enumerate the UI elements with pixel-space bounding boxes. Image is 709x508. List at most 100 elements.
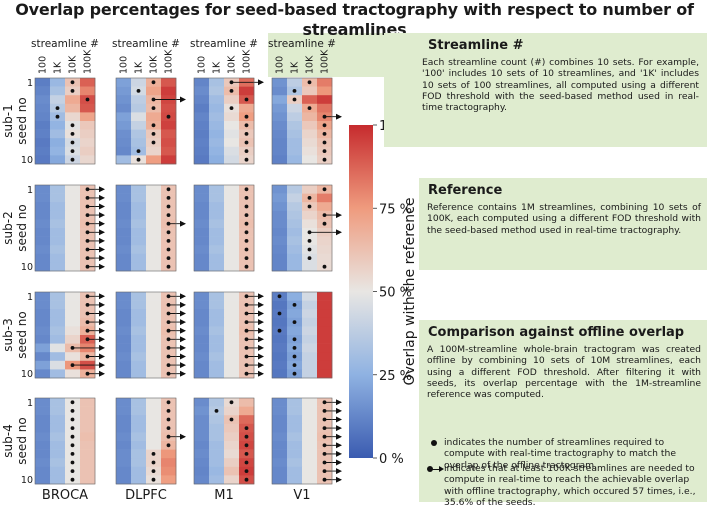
heatmap-cell <box>131 432 147 442</box>
heatmap-cell <box>80 423 96 433</box>
offline-match-dot <box>70 140 75 145</box>
heatmap-cell <box>209 245 225 255</box>
heatmap-cell <box>194 245 210 255</box>
heatmap-cell <box>272 112 288 122</box>
heatmap-cell <box>272 219 288 229</box>
heatmap-cell <box>287 78 303 87</box>
heatmap-cell <box>209 253 225 263</box>
heatmap-cell <box>302 317 318 327</box>
heatmap-cell <box>302 292 318 301</box>
offline-match-dot <box>277 328 282 333</box>
heatmap-cell <box>35 219 51 229</box>
heatmap-cell <box>194 219 210 229</box>
heatmap-frame <box>193 291 255 379</box>
heatmap-cell <box>50 352 66 362</box>
offline-match-dot <box>292 371 297 376</box>
heatmap-cell <box>146 210 162 220</box>
heatmap-cell <box>50 129 66 139</box>
heatmap-cell <box>302 129 318 139</box>
heatmap-cell <box>224 112 240 122</box>
heatmap-cell <box>209 210 225 220</box>
heatmap-cell <box>35 432 51 442</box>
heatmap-cell <box>50 458 66 468</box>
offline-match-dot <box>229 89 234 93</box>
heatmap-cell <box>317 253 333 263</box>
heatmap-cell <box>302 300 318 310</box>
offline-match-dot <box>322 132 327 136</box>
streamline-count-tick: 10K <box>149 55 160 74</box>
heatmap-cell <box>224 219 240 229</box>
heatmap-cell <box>35 475 51 485</box>
heatmap-cell <box>146 317 162 327</box>
heatmap-cell <box>80 146 96 156</box>
heatmap-cell <box>50 219 66 229</box>
heatmap-cell <box>224 423 240 433</box>
heatmap-cell <box>272 146 288 156</box>
colorbar-tick-label: 75 % <box>379 202 412 217</box>
heatmap-cell <box>116 415 132 425</box>
offline-match-dot <box>166 247 171 252</box>
heatmap-cell <box>116 369 132 379</box>
heatmap-cell <box>161 78 177 87</box>
heatmap-cell <box>35 210 51 220</box>
heatmap-cell <box>50 253 66 263</box>
heatmap-cell <box>287 245 303 255</box>
heatmap-cell <box>272 369 288 379</box>
heatmap-cell <box>272 343 288 353</box>
heatmap-cell <box>287 423 303 433</box>
heatmap-cell <box>131 415 147 425</box>
offline-match-dot <box>322 187 327 192</box>
heatmap-cell <box>209 86 225 96</box>
heatmap-cell <box>224 245 240 255</box>
heatmap-cell <box>302 441 318 450</box>
heatmap-cell <box>131 253 147 263</box>
heatmap-frame <box>115 77 177 165</box>
offline-match-dot <box>292 363 297 367</box>
heatmap-cell <box>35 236 51 246</box>
heatmap-cell <box>302 360 318 370</box>
offline-match-dot <box>307 80 312 85</box>
heatmap-cell <box>224 326 240 336</box>
heatmap-cell <box>80 138 96 148</box>
heatmap-cell <box>209 155 225 165</box>
colorbar <box>349 125 373 458</box>
heatmap-cell <box>161 449 177 459</box>
offline-match-dot <box>307 196 312 200</box>
heatmap-frame <box>271 397 333 485</box>
heatmap-cell <box>146 423 162 433</box>
heatmap-cell <box>194 202 210 212</box>
heatmap-cell <box>194 398 210 407</box>
heatmap-cell <box>35 441 51 450</box>
heatmap-cell <box>131 185 147 194</box>
heatmap-cell <box>317 317 333 327</box>
heatmap-cell <box>116 458 132 468</box>
heatmap-cell <box>80 129 96 139</box>
streamline-count-tick: 100 <box>275 56 286 74</box>
heatmap-cell <box>80 103 96 113</box>
heatmap-cell <box>209 317 225 327</box>
v1-header-highlight <box>268 33 386 77</box>
comparison-info-panel: Comparison against offline overlap A 100… <box>419 320 707 508</box>
heatmap-cell <box>131 245 147 255</box>
offline-match-dot <box>244 434 249 439</box>
offline-match-dot <box>166 400 171 405</box>
offline-match-dot <box>244 239 249 243</box>
heatmap-cell <box>146 219 162 229</box>
heatmap-cell <box>116 78 132 87</box>
heatmap-cell <box>35 466 51 476</box>
heatmap-cell <box>35 95 51 105</box>
heatmap-cell <box>35 155 51 165</box>
heatmap-cell <box>35 398 51 407</box>
heatmap-cell <box>116 360 132 370</box>
offline-match-dot <box>244 247 249 252</box>
offline-match-dot <box>70 89 75 93</box>
heatmap-frame <box>34 291 96 379</box>
streamline-count-tick: 100 <box>197 56 208 74</box>
heatmap-cell <box>287 406 303 416</box>
heatmap-cell <box>317 95 333 105</box>
heatmap-cell <box>317 292 333 301</box>
heatmap-cell <box>50 369 66 379</box>
heatmap-cell <box>302 335 318 344</box>
heatmap-cell <box>146 236 162 246</box>
heatmap-cell <box>146 202 162 212</box>
